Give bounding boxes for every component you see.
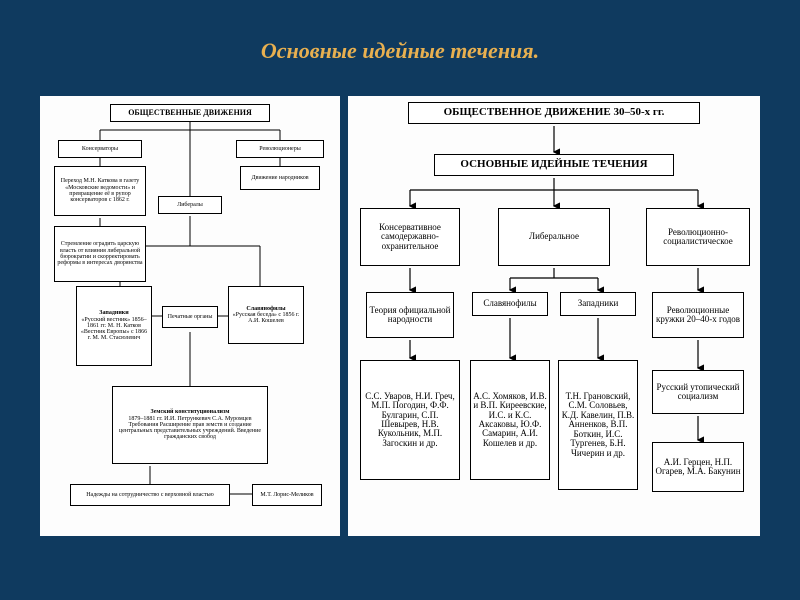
box-col2: Либеральное	[498, 208, 610, 266]
box-liberals: Либералы	[158, 196, 222, 214]
box-zemsky: Земский конституционализм 1879–1881 гг. …	[112, 386, 268, 464]
box-slavophiles: Славянофилы	[472, 292, 548, 316]
slide: Основные идейные течения.	[0, 0, 800, 600]
box-uvarov: С.С. Уваров, Н.И. Греч, М.П. Погодин, Ф.…	[360, 360, 460, 480]
box-revolutionaries: Революционеры	[236, 140, 324, 158]
box-main-currents: ОСНОВНЫЕ ИДЕЙНЫЕ ТЕЧЕНИЯ	[434, 154, 674, 176]
box-katkov: Переход М.Н. Каткова в газету «Московски…	[54, 166, 146, 216]
left-diagram: ОБЩЕСТВЕННЫЕ ДВИЖЕНИЯ Консерваторы Револ…	[40, 96, 340, 536]
right-diagram: ОБЩЕСТВЕННОЕ ДВИЖЕНИЕ 30–50-х гг. ОСНОВН…	[348, 96, 760, 536]
box-slavophiles-left: Славянофилы «Русская беседа» с 1856 г. А…	[228, 286, 304, 344]
box-press: Печатные органы	[162, 306, 218, 328]
box-shield-tsar: Стремление оградить царскую власть от вл…	[54, 226, 146, 282]
zapadniki-body: «Русский вестник» 1856–1861 гг. М. Н. Ка…	[79, 317, 149, 342]
left-root: ОБЩЕСТВЕННЫЕ ДВИЖЕНИЯ	[110, 104, 270, 122]
box-narodniki: Движение народников	[240, 166, 320, 190]
box-aksakov: А.С. Хомяков, И.В. и В.П. Киреевские, И.…	[470, 360, 550, 480]
box-granovsky: Т.Н. Грановский, С.М. Соловьев, К.Д. Кав…	[558, 360, 638, 490]
slav-body: «Русская беседа» с 1856 г. А.И. Кошелев	[231, 312, 301, 325]
zemsky-body: 1879–1881 гг. И.И. Петрункевич С.А. Муро…	[115, 416, 265, 441]
right-root: ОБЩЕСТВЕННОЕ ДВИЖЕНИЕ 30–50-х гг.	[408, 102, 700, 124]
box-hopes: Надежды на сотрудничество с верховной вл…	[70, 484, 230, 506]
slide-title: Основные идейные течения.	[0, 0, 800, 82]
box-col3: Революционно-социалистическое	[646, 208, 750, 266]
box-utopian: Русский утопический социализм	[652, 370, 744, 414]
box-zapadniki: Западники «Русский вестник» 1856–1861 гг…	[76, 286, 152, 366]
content-area: ОБЩЕСТВЕННЫЕ ДВИЖЕНИЯ Консерваторы Револ…	[40, 96, 760, 556]
box-kruzhki: Революционные кружки 20–40-х годов	[652, 292, 744, 338]
box-loris: М.Т. Лорис-Меликов	[252, 484, 322, 506]
box-conservators: Консерваторы	[58, 140, 142, 158]
box-westerners: Западники	[560, 292, 636, 316]
box-herzen: А.И. Герцен, Н.П. Огарев, М.А. Бакунин	[652, 442, 744, 492]
box-col1: Консервативное самодержавно-охранительно…	[360, 208, 460, 266]
box-theory: Теория официальной народности	[366, 292, 454, 338]
